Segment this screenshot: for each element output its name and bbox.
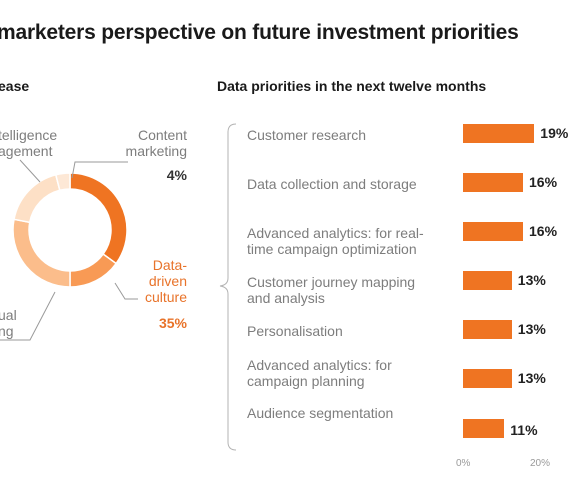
label-content-line1: Content xyxy=(137,127,187,143)
bar-value-label: 19% xyxy=(540,125,569,141)
bar xyxy=(463,222,523,241)
bar xyxy=(463,419,505,438)
bar-category-label: Customer journey mapping and analysis xyxy=(247,274,416,306)
label-intelligence-line2: agement xyxy=(0,143,53,159)
label-culture-line1: Data- xyxy=(152,257,187,273)
label-visual-line2: ng xyxy=(0,323,14,339)
bar-category-label: Advanced analytics: for real-time campai… xyxy=(247,225,424,257)
leader-line-content xyxy=(71,161,128,179)
x-tick-0: 0% xyxy=(456,458,471,469)
label-culture-pct: 35% xyxy=(158,315,187,331)
label-intelligence-line1: telligence xyxy=(0,127,58,143)
bar-value-label: 16% xyxy=(529,174,558,190)
label-content-line2: marketing xyxy=(125,143,187,159)
bar xyxy=(463,320,512,339)
bar xyxy=(463,124,535,143)
leader-line-intelligence xyxy=(19,159,41,183)
leader-line-culture xyxy=(114,282,138,300)
label-content-pct: 4% xyxy=(166,167,187,183)
bar-category-label: Personalisation xyxy=(247,323,343,339)
donut-slice xyxy=(54,172,71,192)
label-visual-line1: ual xyxy=(0,307,17,323)
bar xyxy=(463,271,512,290)
bar-category-label: Advanced analytics: for campaign plannin… xyxy=(247,357,392,389)
bar-category-label: Customer research xyxy=(247,127,367,143)
bar-value-label: 13% xyxy=(517,321,546,337)
bar-category-label: Data collection and storage xyxy=(247,176,417,192)
bar xyxy=(463,173,523,192)
page-title: marketers perspective on future investme… xyxy=(0,21,519,44)
x-tick-20: 20% xyxy=(530,458,551,469)
bar-value-label: 13% xyxy=(517,272,546,288)
label-culture-line2: driven xyxy=(148,273,187,289)
bar xyxy=(463,369,512,388)
label-culture-line3: culture xyxy=(144,289,187,305)
left-panel-heading: ease xyxy=(0,78,30,94)
bar-value-label: 13% xyxy=(517,370,546,386)
leader-line-visual xyxy=(0,291,56,341)
right-panel-heading: Data priorities in the next twelve month… xyxy=(217,78,487,94)
bar-value-label: 16% xyxy=(529,223,558,239)
bar-category-label: Audience segmentation xyxy=(247,405,394,421)
bar-value-label: 11% xyxy=(510,422,538,438)
